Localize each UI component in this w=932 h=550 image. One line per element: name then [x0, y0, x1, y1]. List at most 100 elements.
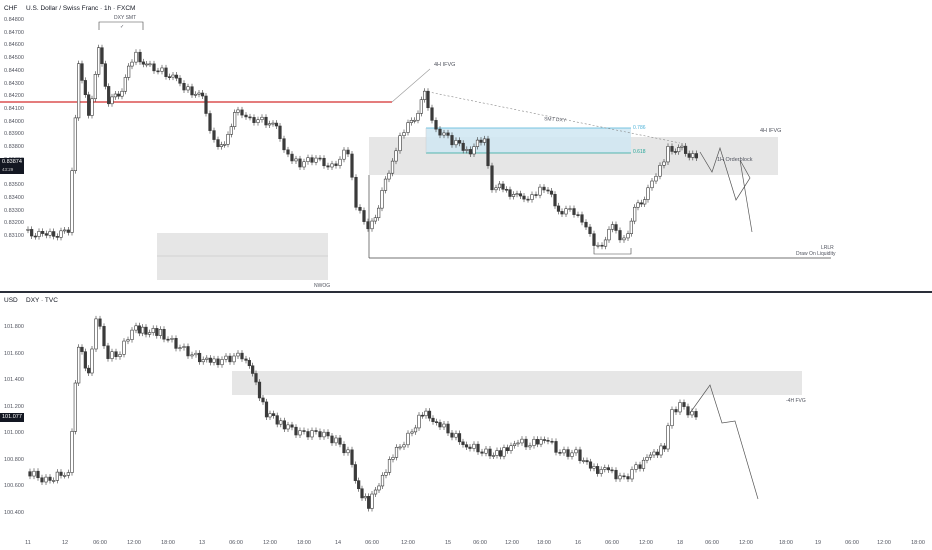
top-symbol-title[interactable]: U.S. Dollar / Swiss Franc · 1h · FXCM: [26, 5, 136, 12]
dxy-candle: [275, 415, 279, 425]
bottom-price-tick-label: 100.800: [4, 456, 24, 463]
usdchf-candle: [423, 90, 427, 100]
usdchf-candle: [592, 233, 596, 246]
dxy-candle: [618, 475, 622, 480]
dxy-candle: [480, 451, 484, 454]
dxy-candle: [162, 329, 166, 340]
dxy-candle: [232, 355, 236, 363]
usdchf-candle: [117, 93, 121, 97]
usdchf-candle: [44, 233, 48, 236]
top-price-tick-label: 0.84800: [4, 17, 24, 23]
usdchf-candle: [346, 149, 350, 155]
dxy-smt-label: DXY SMT: [114, 15, 137, 21]
usdchf-candle: [186, 86, 190, 91]
smt-dxy-line: [423, 90, 681, 144]
dxy-candle: [166, 338, 170, 341]
usdchf-candle: [130, 61, 134, 67]
dxy-candle: [570, 452, 574, 457]
usdchf-chart-canvas[interactable]: [0, 0, 932, 292]
dxy-candle: [406, 432, 410, 446]
time-tick-label: 11: [25, 540, 31, 546]
usdchf-candle: [278, 125, 282, 140]
pane-separator[interactable]: [0, 291, 932, 293]
usdchf-candle: [93, 74, 97, 100]
dxy-candle: [539, 439, 543, 445]
usdchf-candle: [200, 92, 205, 97]
dxy-candle: [546, 440, 550, 442]
usdchf-candle: [629, 220, 633, 234]
dxy-candle: [158, 329, 163, 336]
usdchf-candle: [373, 217, 377, 222]
usdchf-candle: [394, 150, 398, 162]
usdchf-candle: [658, 165, 662, 177]
usdchf-candle: [55, 236, 59, 238]
usdchf-candle: [226, 134, 230, 145]
usdchf-candle: [442, 132, 446, 136]
usdchf-candle: [494, 187, 498, 191]
dxy-candle: [468, 446, 472, 449]
usdchf-candle: [486, 138, 490, 167]
bottom-symbol-title[interactable]: DXY · TVC: [26, 297, 58, 304]
dxy-candle: [464, 444, 469, 448]
dxy-candle: [377, 485, 381, 491]
usdchf-candle: [580, 214, 584, 223]
4h-ifvg-right-label: 4H IFVG: [760, 128, 782, 134]
dxy-chart-pane[interactable]: USD DXY · TVC 101.800 101.600 101.400 101.2…: [0, 293, 932, 535]
bottom-price-tick-label: 101.800: [4, 324, 24, 330]
time-tick-label: 06:00: [229, 540, 243, 546]
usdchf-candle: [614, 224, 618, 231]
dxy-candle: [655, 451, 660, 456]
time-tick-label: 06:00: [845, 540, 859, 546]
usdchf-chart-pane[interactable]: CHF U.S. Dollar / Swiss Franc · 1h · FXC…: [0, 0, 932, 292]
dxy-candle: [110, 351, 114, 359]
usdchf-candle: [208, 113, 212, 131]
top-price-tick-label: 0.84200: [4, 93, 24, 100]
dxy-candle: [457, 433, 462, 443]
usdchf-candle: [538, 186, 542, 196]
time-tick-label: 18:00: [779, 540, 793, 546]
usdchf-candle: [530, 194, 534, 200]
usdchf-candle: [666, 146, 670, 163]
usdchf-candle: [618, 230, 622, 241]
dxy-chart-canvas[interactable]: [0, 293, 932, 535]
usdchf-candle: [472, 146, 476, 155]
usdchf-candle: [294, 158, 298, 162]
time-tick-label: 18:00: [297, 540, 311, 546]
dxy-candle: [271, 413, 276, 416]
time-tick-label: 18:00: [911, 540, 925, 546]
dxy-candle: [342, 443, 346, 454]
dxy-candle: [588, 461, 593, 469]
usdchf-candle: [534, 194, 538, 196]
dxy-candle: [102, 326, 106, 347]
usdchf-candle: [430, 107, 434, 121]
usdchf-candle: [302, 161, 306, 168]
dxy-candle: [446, 423, 450, 434]
usdchf-candle: [646, 187, 650, 200]
usdchf-candle: [377, 207, 381, 219]
dxy-candle: [442, 423, 446, 428]
usdchf-candle: [564, 208, 568, 215]
dxy-candle: [174, 338, 178, 349]
top-price-tick-label: 0.83900: [4, 131, 24, 138]
dxy-candle: [505, 447, 510, 452]
usdchf-candle: [522, 195, 526, 200]
usdchf-candle: [326, 165, 330, 168]
dxy-candle: [373, 489, 378, 495]
usdchf-candle: [508, 189, 512, 197]
dxy-candle: [220, 359, 224, 366]
usdchf-candle: [526, 198, 530, 201]
dxy-candle: [472, 443, 476, 449]
bottom-price-tick-label: 101.000: [4, 430, 24, 436]
usdchf-candle: [677, 147, 681, 153]
time-tick-label: 12:00: [263, 540, 277, 546]
usdchf-candle: [358, 206, 362, 211]
dxy-candle: [314, 430, 318, 432]
usdchf-candle: [252, 117, 256, 123]
usdchf-candle: [171, 74, 175, 78]
time-tick-label: 12: [61, 540, 69, 546]
dxy-candle: [126, 339, 130, 342]
usdchf-candle: [662, 161, 666, 166]
dxy-candle: [114, 351, 118, 358]
usdchf-candle: [416, 113, 420, 121]
dxy-candle: [686, 406, 690, 416]
